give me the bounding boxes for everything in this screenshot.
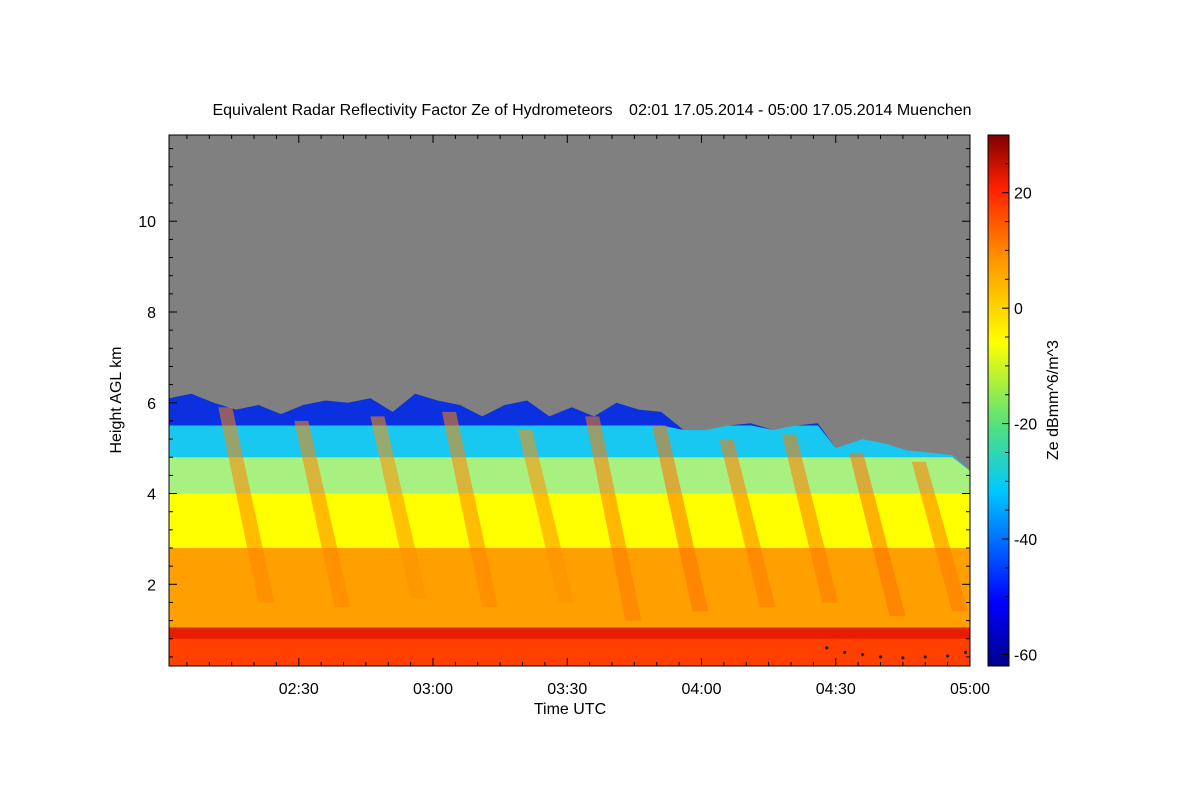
fall-streak-9 bbox=[849, 452, 906, 617]
clutter-point-1 bbox=[843, 650, 847, 654]
chart-title: Equivalent Radar Reflectivity Factor Ze … bbox=[212, 102, 971, 119]
x-tick-label: 02:30 bbox=[279, 681, 319, 698]
fall-streak-6 bbox=[652, 425, 709, 612]
colorbar bbox=[987, 134, 1010, 667]
fall-streak-5 bbox=[585, 416, 642, 621]
colorbar-axis: 20 0 -20 -40 -60 bbox=[1002, 134, 1037, 664]
fall-streak-7 bbox=[719, 439, 776, 607]
clutter-point-3 bbox=[878, 655, 883, 659]
fall-streak-10 bbox=[911, 461, 969, 612]
y-axis-label: Height AGL km bbox=[108, 346, 125, 453]
colorbar-tick-label: 20 bbox=[1014, 186, 1032, 203]
melting-layer bbox=[169, 627, 970, 639]
y-axis: 2 4 6 8 10 bbox=[138, 148, 970, 658]
fall-streak-3 bbox=[441, 411, 499, 607]
plot-frame bbox=[168, 134, 971, 667]
intensity-layer-2 bbox=[169, 457, 970, 494]
clutter-point-0 bbox=[825, 646, 829, 650]
colorbar-tick-label: -40 bbox=[1014, 532, 1037, 549]
clutter-point-2 bbox=[861, 653, 865, 657]
reflectivity-field bbox=[169, 393, 970, 666]
colorbar-label: Ze dBmm^6/m^3 bbox=[1045, 340, 1062, 460]
clutter-point-7 bbox=[963, 650, 968, 654]
fall-streak-8 bbox=[782, 434, 839, 603]
y-tick-label: 8 bbox=[147, 305, 156, 322]
intensity-layer-0 bbox=[169, 393, 970, 471]
clutter-point-6 bbox=[946, 654, 950, 658]
x-tick-label: 05:00 bbox=[950, 681, 990, 698]
title-main: Equivalent Radar Reflectivity Factor Ze … bbox=[212, 102, 612, 119]
clutter-point-5 bbox=[923, 655, 927, 659]
clutter-point-4 bbox=[901, 656, 905, 660]
intensity-layer-1 bbox=[169, 425, 970, 471]
x-axis: 02:30 03:00 03:30 04:00 04:30 05:00 bbox=[186, 135, 990, 698]
fall-streak-4 bbox=[518, 430, 575, 603]
fall-streak-2 bbox=[370, 416, 427, 598]
colorbar-tick-label: -20 bbox=[1014, 417, 1037, 434]
y-tick-label: 6 bbox=[147, 396, 156, 413]
x-axis-label: Time UTC bbox=[534, 701, 606, 718]
fall-streak-1 bbox=[294, 420, 351, 607]
x-tick-label: 04:30 bbox=[816, 681, 856, 698]
colorbar-tick-label: 0 bbox=[1014, 301, 1023, 318]
x-tick-label: 03:00 bbox=[413, 681, 453, 698]
intensity-layer-3 bbox=[169, 493, 970, 548]
y-tick-label: 2 bbox=[147, 577, 156, 594]
x-tick-label: 03:30 bbox=[547, 681, 587, 698]
y-tick-label: 4 bbox=[147, 487, 156, 504]
fall-streak-0 bbox=[218, 407, 275, 603]
y-tick-label: 10 bbox=[138, 214, 156, 231]
x-tick-label: 04:00 bbox=[681, 681, 721, 698]
title-subtitle: 02:01 17.05.2014 - 05:00 17.05.2014 Muen… bbox=[629, 102, 972, 119]
colorbar-tick-label: -60 bbox=[1014, 647, 1037, 664]
